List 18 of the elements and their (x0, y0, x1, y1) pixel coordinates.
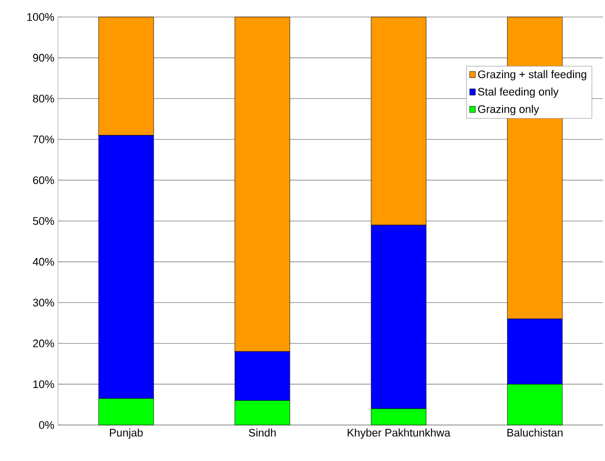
legend-label: Stal feeding only (478, 88, 559, 98)
x-tick-label: Sindh (248, 428, 276, 437)
y-tick-label: 20% (33, 340, 54, 348)
y-tick-label: 30% (32, 298, 54, 306)
y-tick-label: 10% (33, 380, 54, 388)
x-tick-label: Khyber Pakhtunkhwa (348, 428, 450, 439)
legend-label: Grazing only (478, 104, 540, 116)
x-tick-label: Baluchistan (507, 428, 562, 437)
y-tick-label: 60% (33, 176, 54, 184)
x-tick-label: Punjab (110, 428, 143, 439)
y-tick-label: 100% (27, 13, 54, 21)
y-tick-label: 80% (33, 94, 54, 102)
y-tick-label: 90% (33, 54, 54, 62)
y-tick-label: 50% (32, 217, 54, 225)
legend-label: Grazing + stall feeding (478, 70, 586, 80)
y-tick-label: 0% (39, 421, 54, 429)
y-tick-label: 70% (33, 136, 54, 144)
y-tick-label: 40% (32, 258, 54, 266)
